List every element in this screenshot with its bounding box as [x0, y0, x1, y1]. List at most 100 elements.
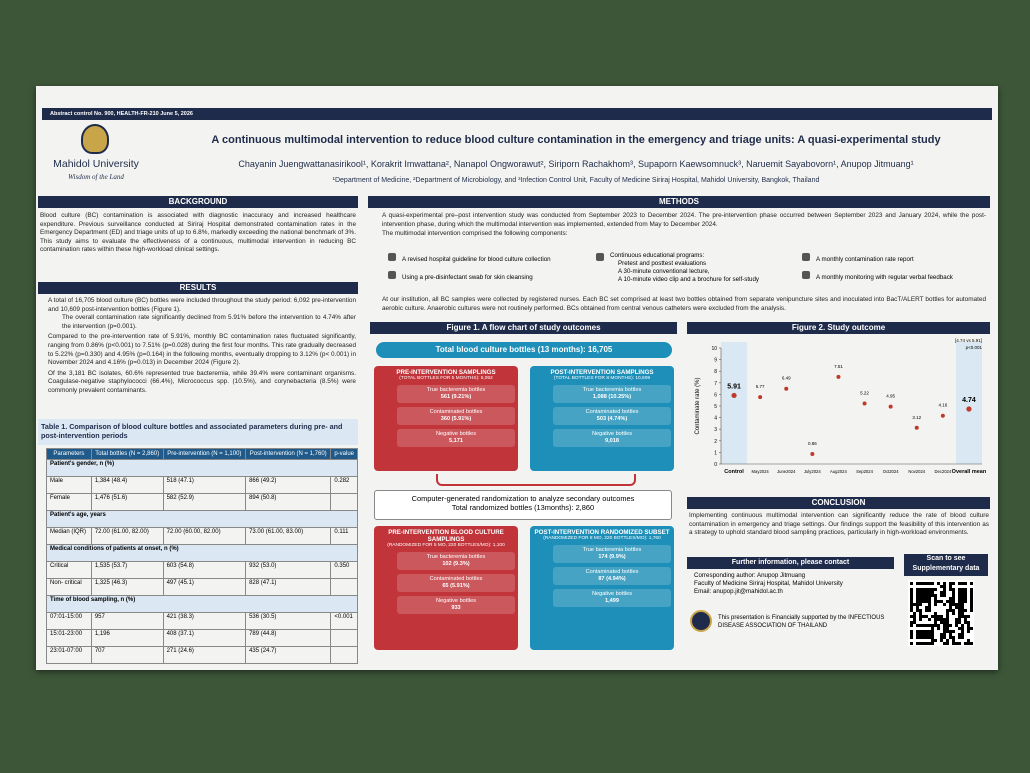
qr-module: [919, 636, 922, 639]
qr-module: [961, 588, 964, 591]
qr-module: [937, 600, 940, 603]
qr-module: [910, 588, 913, 591]
qr-module: [931, 615, 934, 618]
qr-module: [943, 585, 946, 588]
empty-cell: [330, 493, 358, 511]
qr-module: [922, 633, 925, 636]
section-heading: BACKGROUND: [38, 196, 358, 208]
group-item: Negative bottles 933: [397, 596, 515, 614]
qr-module: [916, 624, 919, 627]
qr-module: [958, 615, 961, 618]
qr-module: [961, 606, 964, 609]
qr-module: [952, 612, 955, 615]
item-label: True bacteremia bottles: [582, 387, 642, 393]
qr-module: [952, 594, 955, 597]
qr-module: [955, 621, 958, 624]
item-value: 561 (9.21%): [440, 394, 472, 400]
section-cell: Time of blood sampling, n (%): [46, 595, 358, 613]
qr-module: [946, 609, 949, 612]
qr-module: [946, 618, 949, 621]
qr-module: [925, 588, 928, 591]
qr-module: [931, 627, 934, 630]
item-label: Contaminated bottles: [585, 409, 639, 415]
group-item: True bacteremia bottles 174 (9.9%): [553, 545, 671, 563]
qr-module: [961, 594, 964, 597]
item-value: 1,088 (10.25%): [592, 394, 632, 400]
group-item: Contaminated bottles 87 (4.94%): [553, 567, 671, 585]
qr-module: [943, 636, 946, 639]
qr-module: [940, 618, 943, 621]
group-box: POST-INTERVENTION SAMPLINGS (TOTAL BOTTLE…: [530, 366, 674, 471]
qr-module: [925, 582, 928, 585]
table-cell: 271 (24.6): [162, 646, 247, 664]
qr-module: [919, 588, 922, 591]
group-subtitle: (TOTAL BOTTLES FOR 8 MONTHS): 10,609: [553, 376, 651, 381]
qr-module: [931, 639, 934, 642]
qr-module: [958, 618, 961, 621]
qr-module: [919, 615, 922, 618]
poster: Abstract control No. 900, HEALTH-FR-210 …: [36, 86, 998, 670]
qr-module: [949, 606, 952, 609]
value-label: 5.22: [860, 390, 869, 395]
table-cell: 408 (37.1): [162, 629, 247, 647]
qr-module: [931, 636, 934, 639]
qr-module: [931, 591, 934, 594]
point: [731, 392, 737, 399]
methods-intro: A quasi-experimental pre–post interventi…: [382, 212, 986, 228]
x-tick-label: July2024: [804, 469, 821, 474]
item-value: 1,499: [605, 598, 619, 604]
y-tick-label: 2: [714, 439, 717, 445]
y-tick-label: 10: [711, 346, 717, 352]
value-label: 4.16: [938, 403, 947, 408]
qr-module: [967, 624, 970, 627]
qr-module: [928, 597, 931, 600]
university-name: Mahidol University: [53, 158, 139, 170]
randomization-text: Computer-generated randomization to anal…: [411, 494, 635, 503]
qr-module: [919, 591, 922, 594]
item-label: True bacteremia bottles: [582, 547, 642, 553]
affiliations: ¹Department of Medicine, ²Department of …: [332, 177, 820, 184]
result-text: Compared to the pre-intervention rate of…: [48, 333, 356, 367]
point: [758, 395, 763, 400]
y-tick-label: 5: [714, 404, 717, 410]
figure-title: Figure 2. Study outcome: [687, 322, 990, 334]
component-icon: [802, 271, 810, 279]
qr-module: [934, 597, 937, 600]
x-tick-label: Sep2024: [856, 469, 873, 474]
section-cell: Patient's gender, n (%): [46, 459, 358, 477]
qr-module: [955, 642, 958, 645]
overall-band: [955, 342, 982, 464]
item-value: 102 (9.3%): [442, 561, 470, 567]
qr-module: [949, 633, 952, 636]
section-heading: RESULTS: [38, 282, 358, 294]
item-label: Contaminated bottles: [429, 409, 483, 415]
qr-module: [910, 597, 913, 600]
table-row: 07:01-15:00 957 421 (38.3) 536 (30.5) <0.001: [46, 612, 358, 630]
qr-module: [955, 606, 958, 609]
qr-module: [916, 594, 919, 597]
component-item: A monthly contamination rate report: [802, 251, 1002, 269]
qr-module: [964, 609, 967, 612]
qr-module: [928, 609, 931, 612]
table-cell: 0.111: [330, 527, 358, 545]
qr-module: [919, 633, 922, 636]
table-cell: 1,196: [90, 629, 164, 647]
qr-module: [958, 636, 961, 639]
qr-module: [949, 582, 952, 585]
qr-module: [934, 588, 937, 591]
authors: Chayanin Juengwattanasirikool¹, Korakrit…: [238, 159, 914, 169]
qr-module: [952, 591, 955, 594]
group-box: PRE-INTERVENTION BLOOD CULTURE SAMPLINGS…: [374, 526, 518, 650]
qr-module: [919, 597, 922, 600]
item-value: 360 (5.91%): [440, 416, 472, 422]
qr-module: [910, 591, 913, 594]
qr-module: [940, 633, 943, 636]
logo-block: Mahidol University Wisdom of the Land: [41, 124, 151, 186]
qr-module: [943, 582, 946, 585]
qr-module: [955, 624, 958, 627]
qr-module: [961, 615, 964, 618]
qr-module: [916, 636, 919, 639]
component-item: A 10-minute video clip and a brochure fo…: [596, 276, 796, 284]
qr-module: [925, 600, 928, 603]
table-cell: 07:01-15:00: [46, 612, 92, 630]
